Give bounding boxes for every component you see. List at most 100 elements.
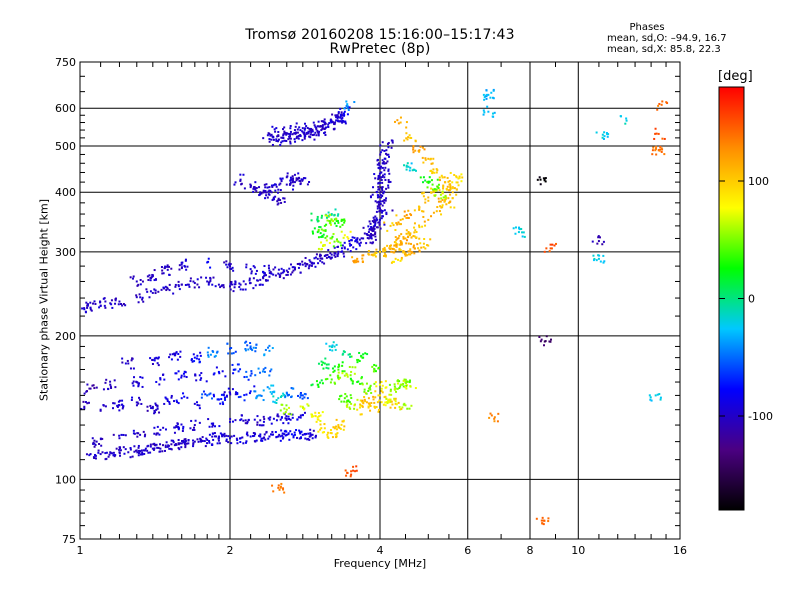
data-point-fill: [381, 149, 384, 152]
data-point-fill: [351, 236, 354, 239]
data-point-fill: [340, 394, 343, 397]
data-point-fill: [405, 168, 408, 171]
data-point-fill: [95, 386, 98, 389]
data-point-fill: [408, 381, 411, 384]
data-point-fill: [311, 437, 314, 440]
data-point-fill: [438, 176, 441, 179]
data-point-fill: [367, 237, 370, 240]
data-point-fill: [177, 426, 180, 429]
data-point-fill: [153, 426, 156, 429]
data-point-fill: [545, 247, 548, 250]
data-point-fill: [141, 451, 144, 454]
data-point-fill: [322, 244, 325, 247]
data-point-fill: [358, 242, 361, 245]
data-point-fill: [266, 386, 269, 389]
data-point-fill: [438, 189, 441, 192]
data-point-fill: [301, 179, 304, 182]
data-point-fill: [415, 236, 418, 239]
data-point-fill: [114, 386, 117, 389]
data-point-fill: [280, 267, 283, 270]
data-point-fill: [391, 403, 394, 406]
data-point-fill: [382, 160, 385, 163]
data-point: [320, 129, 323, 132]
data-point-fill: [184, 439, 187, 442]
data-point-fill: [603, 131, 606, 134]
data-point-fill: [99, 304, 102, 307]
data-point-fill: [291, 175, 294, 178]
data-point-fill: [215, 366, 218, 369]
data-point-fill: [323, 132, 326, 135]
data-point-fill: [301, 260, 304, 263]
data-point-fill: [245, 375, 248, 378]
data-point-fill: [140, 449, 143, 452]
data-point-fill: [336, 115, 339, 118]
data-point-fill: [336, 114, 339, 117]
data-point-fill: [660, 147, 663, 150]
data-point: [316, 231, 319, 234]
data-point-fill: [361, 260, 364, 263]
data-point-fill: [369, 384, 372, 387]
data-point-fill: [321, 382, 324, 385]
data-point-fill: [397, 237, 400, 240]
data-point-fill: [427, 180, 430, 183]
data-point-fill: [342, 236, 345, 239]
data-point-fill: [161, 444, 164, 447]
data-point-fill: [184, 444, 187, 447]
data-point-fill: [384, 386, 387, 389]
data-point-fill: [319, 257, 322, 260]
data-point: [487, 93, 490, 96]
data-point: [173, 444, 176, 447]
data-point-fill: [416, 243, 419, 246]
data-point-fill: [363, 398, 366, 401]
data-point-fill: [553, 244, 556, 247]
data-point-fill: [336, 375, 339, 378]
x-tick-label: 1: [77, 544, 84, 557]
data-point-fill: [168, 356, 171, 359]
data-point-fill: [384, 178, 387, 181]
data-point-fill: [221, 401, 224, 404]
data-point-fill: [143, 435, 146, 438]
data-point-fill: [303, 133, 306, 136]
data-point-fill: [133, 376, 136, 379]
data-point-fill: [153, 432, 156, 435]
data-point-fill: [410, 252, 413, 255]
data-point-fill: [263, 274, 266, 277]
data-point-fill: [281, 434, 284, 437]
data-point-fill: [269, 189, 272, 192]
data-point-fill: [360, 355, 363, 358]
data-point-fill: [285, 392, 288, 395]
data-point-fill: [336, 240, 339, 243]
data-point-fill: [369, 235, 372, 238]
data-point-fill: [199, 437, 202, 440]
data-point-fill: [306, 438, 309, 441]
data-point-fill: [292, 269, 295, 272]
data-point-fill: [317, 418, 320, 421]
data-point-fill: [258, 424, 261, 427]
data-point-fill: [180, 446, 183, 449]
data-point-fill: [372, 227, 375, 230]
data-point-fill: [314, 265, 317, 268]
data-point-fill: [331, 346, 334, 349]
data-point-fill: [320, 360, 323, 363]
data-point-fill: [295, 122, 298, 125]
data-point: [249, 268, 252, 271]
data-point-fill: [138, 449, 141, 452]
data-point-fill: [401, 218, 404, 221]
data-point-fill: [91, 437, 94, 440]
data-point-fill: [253, 186, 256, 189]
data-point-fill: [374, 235, 377, 238]
data-point-fill: [121, 304, 124, 307]
data-point-fill: [457, 177, 460, 180]
data-point-fill: [113, 402, 116, 405]
data-point-fill: [311, 230, 314, 233]
data-point-fill: [543, 519, 546, 522]
data-point-fill: [545, 335, 548, 338]
data-point-fill: [323, 244, 326, 247]
data-point-fill: [224, 398, 227, 401]
data-point: [193, 402, 196, 405]
data-point-fill: [321, 127, 324, 130]
data-point-fill: [346, 375, 349, 378]
data-point-fill: [489, 96, 492, 99]
data-point-fill: [369, 241, 372, 244]
